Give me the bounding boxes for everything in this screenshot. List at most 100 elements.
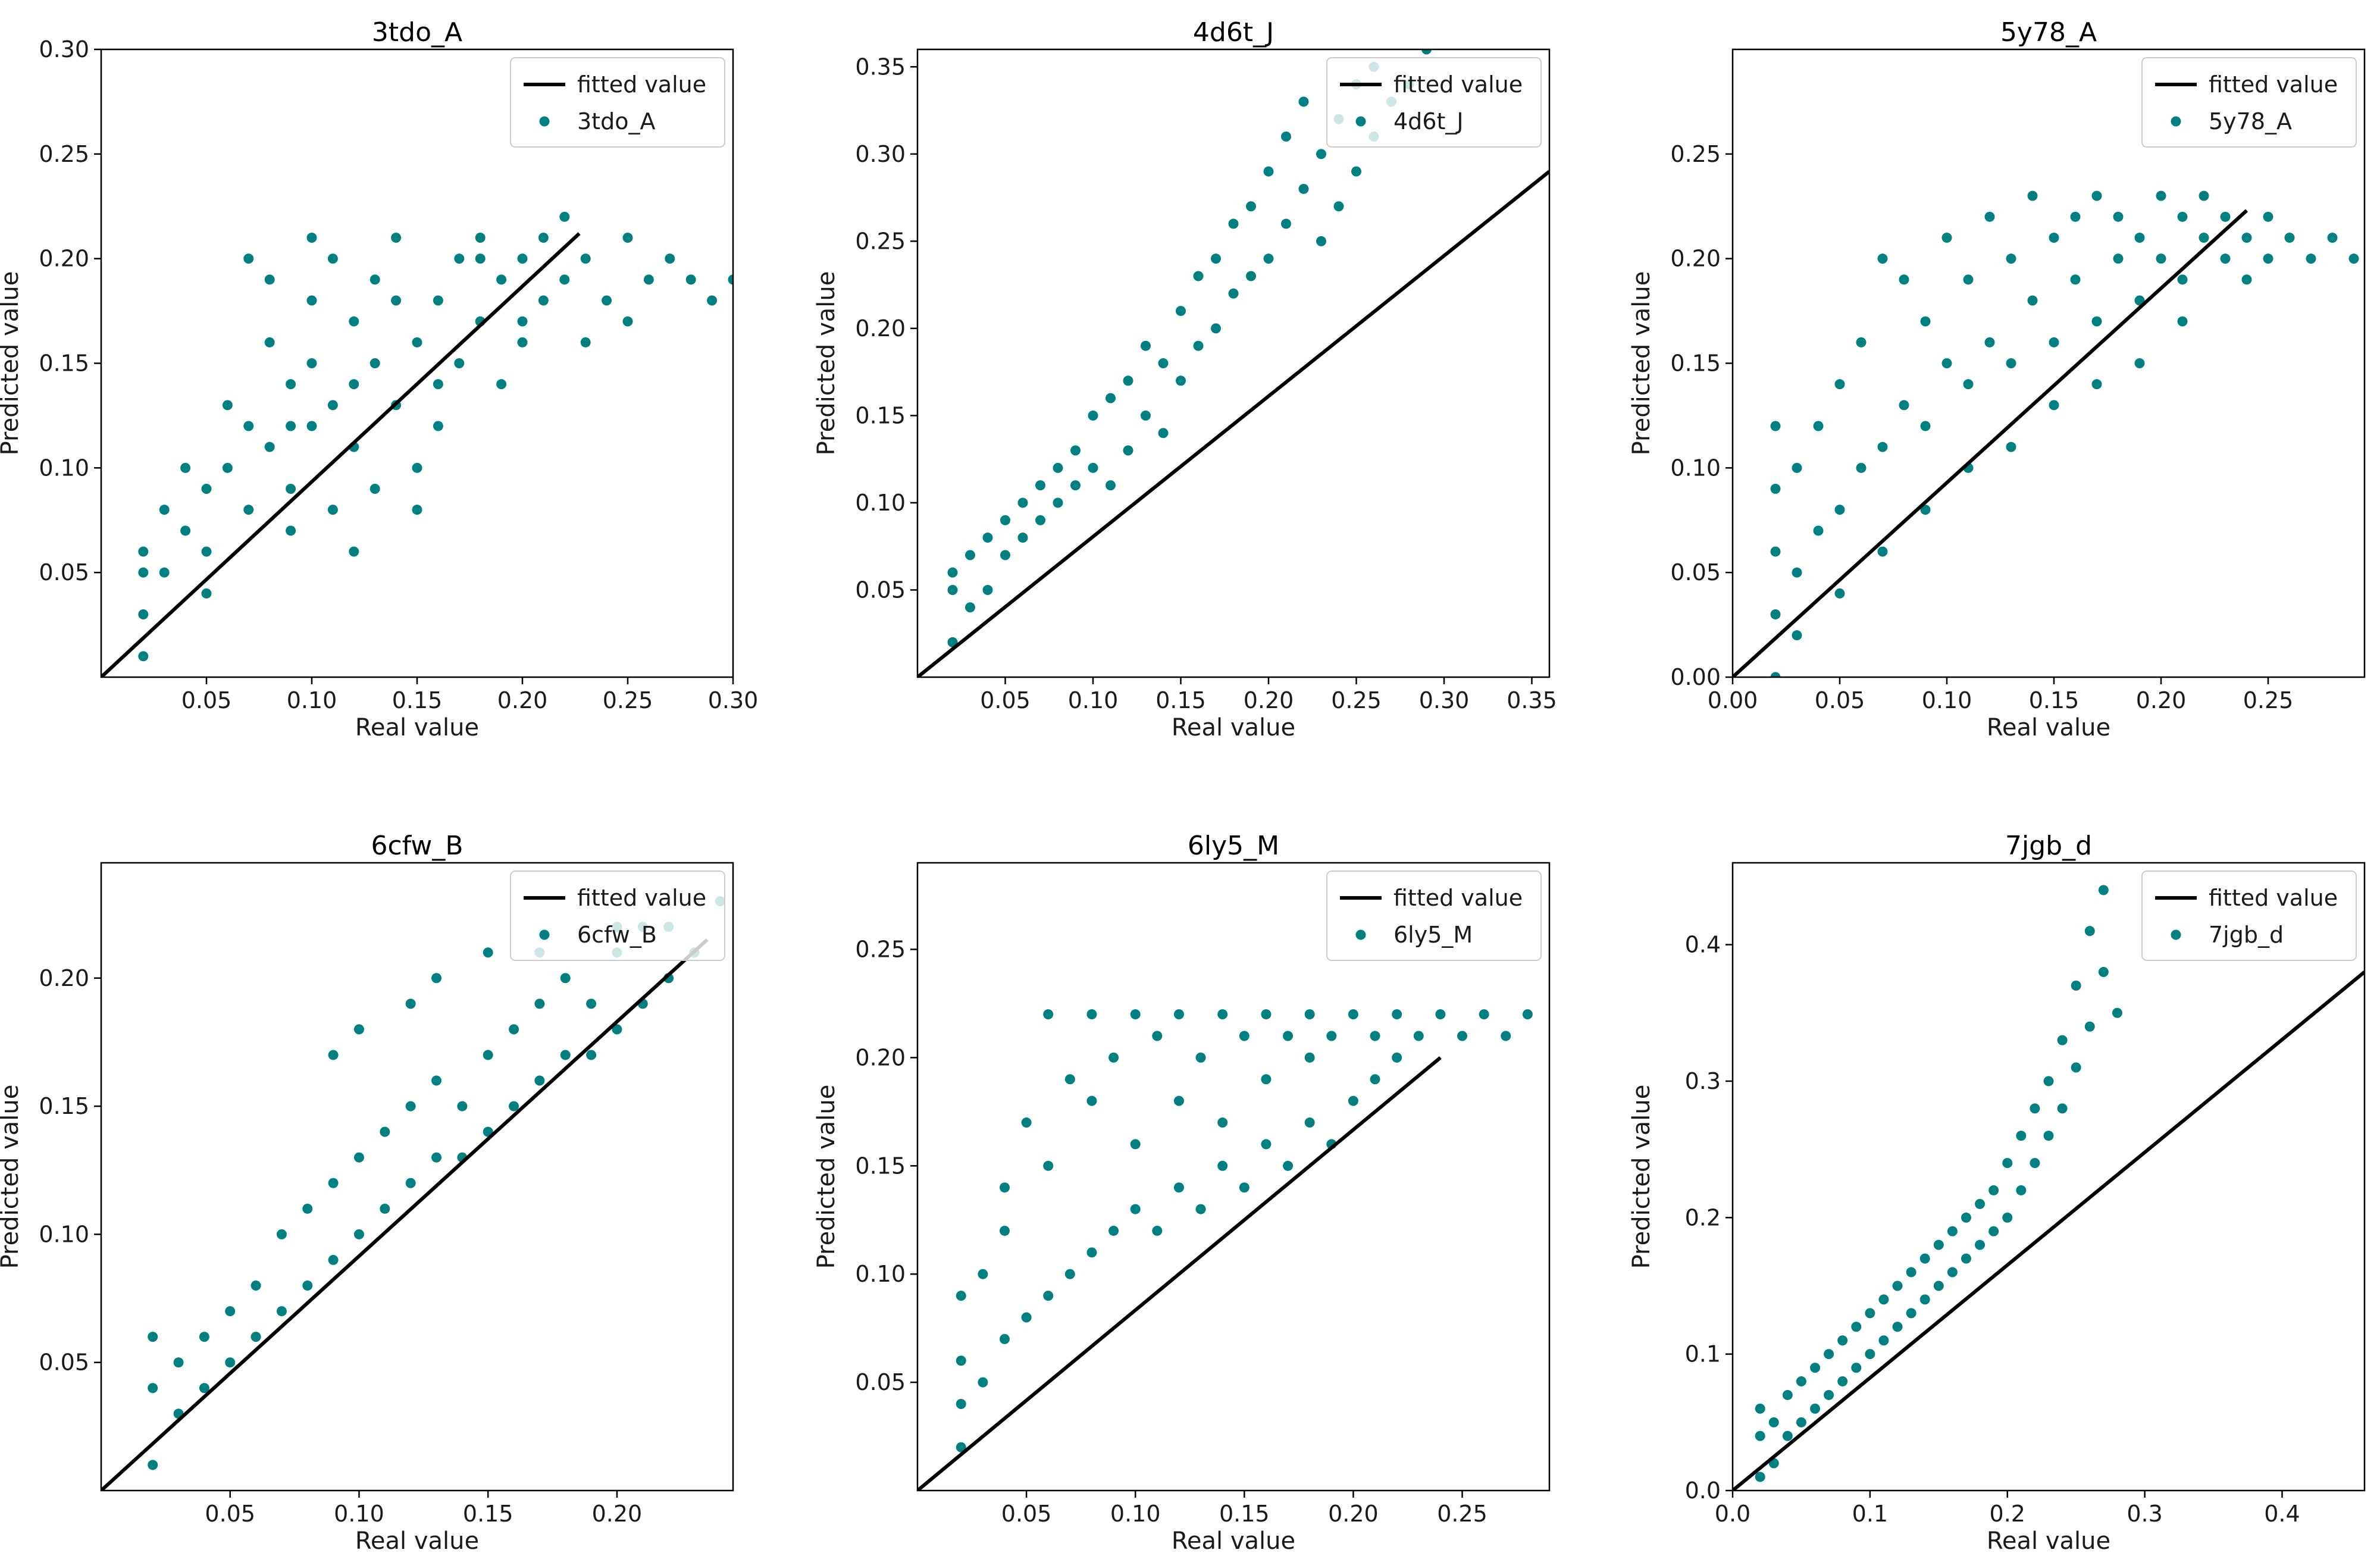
- scatter-point: [353, 1024, 364, 1035]
- scatter-point: [586, 1050, 597, 1060]
- scatter-point: [1770, 484, 1781, 494]
- x-tick-label: 0.10: [1068, 687, 1119, 713]
- legend-label-series: 6cfw_B: [577, 922, 657, 948]
- scatter-point: [2241, 233, 2252, 243]
- fitted-line: [101, 938, 709, 1491]
- scatter-point: [1263, 253, 1274, 264]
- legend-label-series: 6ly5_M: [1393, 922, 1473, 948]
- scatter-point: [1792, 462, 1802, 473]
- scatter-point: [728, 274, 733, 285]
- scatter-point: [1906, 1267, 1916, 1278]
- y-tick-label: 0.35: [855, 54, 906, 80]
- scatter-point: [1298, 183, 1309, 194]
- x-tick-label: 0.15: [2029, 687, 2080, 713]
- scatter-point: [1035, 480, 1045, 491]
- scatter-point: [1920, 421, 1931, 431]
- scatter-point: [199, 1332, 209, 1342]
- scatter-point: [1021, 1117, 1032, 1128]
- y-tick-label: 0.15: [855, 1153, 906, 1179]
- scatter-point: [1176, 306, 1186, 317]
- scatter-point: [947, 584, 958, 595]
- scatter-point: [391, 295, 402, 306]
- legend-label-fitted: fitted value: [577, 71, 706, 98]
- chart-title: 7jgb_d: [2005, 831, 2092, 861]
- scatter-point: [1304, 1052, 1315, 1063]
- scatter-point: [405, 998, 416, 1009]
- scatter-point: [1963, 379, 1974, 390]
- y-tick-label: 0.10: [1670, 455, 1721, 481]
- plot-area: [101, 49, 733, 677]
- x-tick-label: 0.25: [603, 687, 653, 713]
- scatter-point: [173, 1357, 184, 1368]
- scatter-point: [1961, 1212, 1971, 1223]
- scatter-point: [1837, 1376, 1848, 1387]
- fitted-line: [917, 170, 1549, 677]
- scatter-point: [1246, 271, 1256, 281]
- scatter-point: [1522, 1009, 1533, 1020]
- scatter-point: [1392, 1009, 1402, 1020]
- x-axis-label: Real value: [1172, 1527, 1295, 1555]
- scatter-point: [1851, 1322, 1862, 1332]
- scatter-point: [1392, 1052, 1402, 1063]
- scatter-point: [982, 533, 993, 543]
- y-tick-label: 0.20: [39, 965, 89, 991]
- scatter-point: [201, 484, 212, 494]
- scatter-point: [1770, 609, 1781, 619]
- scatter-point: [1796, 1376, 1806, 1387]
- scatter-point: [999, 1182, 1010, 1193]
- scatter-point: [1348, 1009, 1358, 1020]
- scatter-point: [1000, 550, 1010, 561]
- scatter-point: [978, 1269, 988, 1279]
- legend-point-swatch: [539, 116, 550, 127]
- scatter-point: [1176, 375, 1186, 386]
- scatter-point: [302, 1203, 313, 1214]
- x-axis-label: Real value: [355, 1527, 479, 1555]
- y-tick-label: 0.15: [1670, 350, 1721, 377]
- scatter-point: [1984, 337, 1995, 347]
- x-tick-label: 0.2: [1990, 1501, 2025, 1527]
- scatter-point: [1152, 1031, 1163, 1041]
- scatter-point: [225, 1357, 236, 1368]
- legend: fitted value 7jgb_d: [2141, 871, 2357, 961]
- scatter-point: [1316, 236, 1326, 246]
- scatter-point: [1316, 149, 1326, 159]
- scatter-point: [353, 1152, 364, 1163]
- scatter-point: [2030, 1158, 2040, 1169]
- scatter-point: [1348, 1095, 1358, 1106]
- scatter-point: [2006, 358, 2016, 368]
- x-tick-label: 0.15: [463, 1501, 513, 1527]
- scatter-point: [665, 253, 675, 264]
- scatter-point: [302, 1281, 313, 1291]
- legend-box: [510, 871, 725, 961]
- y-axis-label: Predicted value: [1628, 271, 1655, 456]
- data-layer: [101, 896, 725, 1491]
- scatter-point: [509, 1024, 519, 1035]
- scatter-point: [2284, 233, 2295, 243]
- scatter-point: [1824, 1389, 1834, 1400]
- scatter-point: [1834, 505, 1845, 515]
- scatter-point: [349, 379, 359, 390]
- scatter-point: [369, 358, 380, 368]
- scatter-point: [1920, 505, 1931, 515]
- scatter-point: [1123, 445, 1133, 456]
- legend: fitted value 3tdo_A: [510, 57, 725, 148]
- scatter-point: [138, 567, 149, 578]
- scatter-point: [2220, 253, 2231, 264]
- scatter-point: [707, 295, 718, 306]
- scatter-point: [1755, 1472, 1765, 1482]
- x-tick-label: 0.00: [1708, 687, 1758, 713]
- scatter-point: [1899, 274, 1909, 285]
- scatter-point: [534, 1075, 545, 1086]
- scatter-point: [180, 462, 191, 473]
- y-tick-label: 0.05: [855, 577, 906, 603]
- scatter-point: [201, 588, 212, 599]
- scatter-point: [1878, 1335, 1889, 1346]
- scatter-point: [405, 1101, 416, 1112]
- scatter-point: [243, 505, 254, 515]
- legend-label-fitted: fitted value: [1393, 885, 1523, 911]
- scatter-point: [2091, 190, 2102, 201]
- scatter-point: [2030, 1103, 2040, 1114]
- y-tick-label: 0.05: [855, 1369, 906, 1395]
- scatter-point: [2177, 211, 2188, 222]
- scatter-point: [1193, 340, 1204, 351]
